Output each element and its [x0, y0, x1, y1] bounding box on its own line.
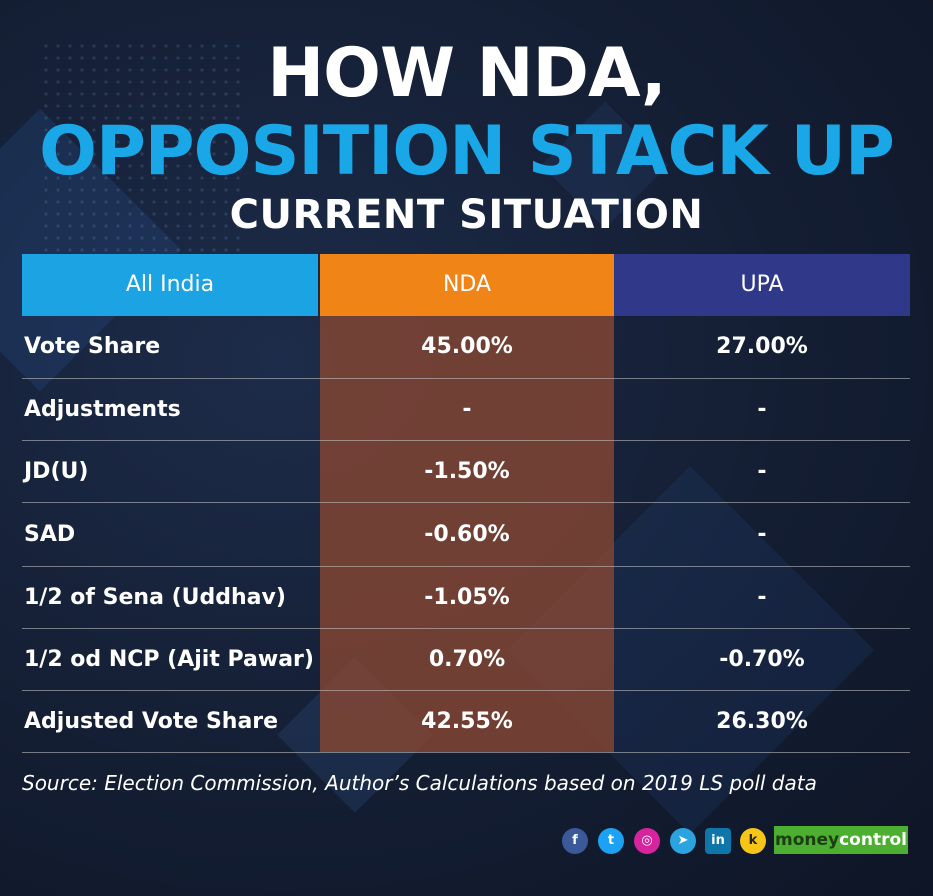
table-row: JD(U) -1.50% -: [22, 441, 910, 503]
instagram-icon[interactable]: ◎: [634, 828, 660, 854]
linkedin-icon[interactable]: in: [705, 828, 731, 854]
nda-value: -1.50%: [424, 459, 510, 484]
title-line-1: HOW NDA,: [267, 34, 666, 113]
nda-value: 0.70%: [428, 647, 506, 672]
upa-value: -: [757, 522, 767, 547]
nda-value: -0.60%: [424, 522, 510, 547]
upa-value: 27.00%: [716, 334, 808, 359]
row-divider: [22, 628, 910, 629]
facebook-icon[interactable]: f: [562, 828, 588, 854]
row-label: SAD: [24, 522, 76, 547]
header-upa: UPA: [614, 254, 910, 316]
row-label: Vote Share: [24, 334, 161, 359]
twitter-icon[interactable]: t: [598, 828, 624, 854]
table-row: SAD -0.60% -: [22, 504, 910, 566]
brand-part-1: money: [775, 830, 840, 850]
row-divider: [22, 752, 910, 753]
nda-column-background: [320, 254, 614, 752]
upa-value: -0.70%: [719, 647, 805, 672]
row-divider: [22, 690, 910, 691]
row-label: 1/2 of Sena (Uddhav): [24, 585, 286, 610]
row-label: JD(U): [24, 459, 89, 484]
source-note: Source: Election Commission, Author’s Ca…: [22, 771, 817, 795]
upa-value: -: [757, 459, 767, 484]
header-nda: NDA: [320, 254, 614, 316]
koo-icon[interactable]: k: [740, 828, 766, 854]
moneycontrol-logo[interactable]: moneycontrol: [774, 826, 908, 854]
table-row: 1/2 of Sena (Uddhav) -1.05% -: [22, 567, 910, 629]
header-all-india: All India: [22, 254, 318, 316]
upa-value: 26.30%: [716, 709, 808, 734]
upa-value: -: [757, 397, 767, 422]
nda-value: 45.00%: [421, 334, 513, 359]
row-label: Adjusted Vote Share: [24, 709, 279, 734]
row-label: Adjustments: [24, 397, 181, 422]
table-row: Vote Share 45.00% 27.00%: [22, 316, 910, 378]
brand-part-2: control: [839, 830, 907, 850]
row-divider: [22, 566, 910, 567]
table-row: Adjusted Vote Share 42.55% 26.30%: [22, 691, 910, 753]
row-divider: [22, 502, 910, 503]
title-line-2: OPPOSITION STACK UP: [39, 112, 895, 191]
row-label: 1/2 od NCP (Ajit Pawar): [24, 647, 314, 672]
nda-value: -: [462, 397, 472, 422]
nda-value: -1.05%: [424, 585, 510, 610]
row-divider: [22, 440, 910, 441]
table-header-row: All India NDA UPA: [22, 254, 910, 316]
row-divider: [22, 378, 910, 379]
telegram-icon[interactable]: ➤: [670, 828, 696, 854]
upa-value: -: [757, 585, 767, 610]
title-line-3: CURRENT SITUATION: [229, 192, 704, 238]
nda-value: 42.55%: [421, 709, 513, 734]
table-row: Adjustments - -: [22, 379, 910, 441]
table-row: 1/2 od NCP (Ajit Pawar) 0.70% -0.70%: [22, 629, 910, 691]
background-dots: [40, 40, 240, 270]
